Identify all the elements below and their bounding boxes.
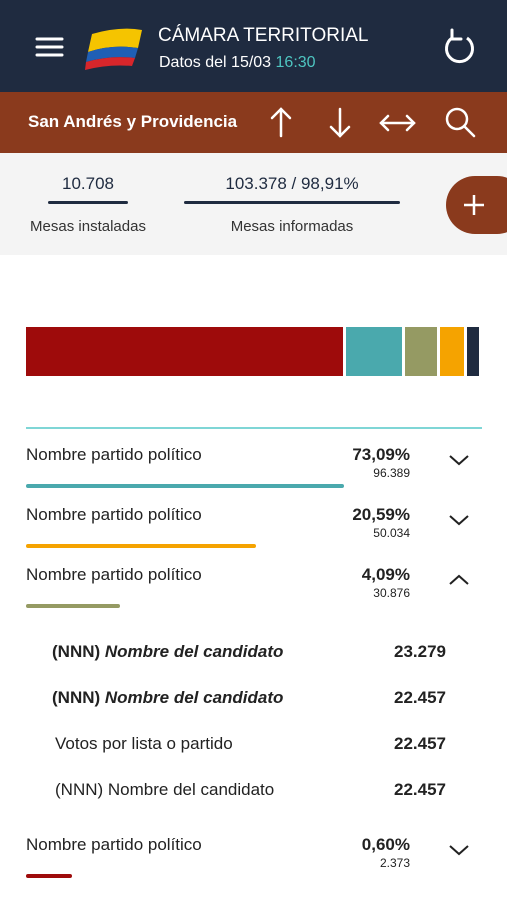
candidate-name: (NNN) Nombre del candidato	[55, 780, 274, 800]
candidate-label: Nombre del candidato	[104, 642, 284, 661]
party-percent: 0,60%	[361, 835, 410, 854]
bar-segment	[346, 327, 402, 376]
candidate-label: Votos por lista o partido	[55, 734, 233, 753]
candidate-votes: 22.457	[394, 734, 446, 753]
candidate-votes: 23.279	[394, 642, 446, 661]
party-underline	[26, 604, 120, 608]
bar-segment	[440, 327, 464, 376]
header-icons	[35, 28, 474, 70]
refresh-icon[interactable]	[445, 28, 474, 64]
bar-segment	[405, 327, 437, 376]
party-underline	[26, 874, 72, 878]
plus-icon	[464, 195, 484, 215]
party-underline	[26, 544, 256, 548]
expand-chevron[interactable]	[447, 453, 471, 467]
party-percent: 20,59%	[352, 505, 410, 524]
location-bar: San Andrés y Providencia	[0, 92, 507, 153]
flag-logo	[85, 28, 142, 70]
party-votes: 96.389	[373, 466, 410, 480]
menu-icon[interactable]	[35, 37, 64, 57]
candidate-code: (NNN)	[52, 642, 101, 661]
add-button[interactable]	[446, 176, 507, 234]
stat-underline	[184, 201, 400, 204]
stats-panel: 10.708 Mesas instaladas 103.378 / 98,91% Me…	[0, 153, 507, 255]
party-votes: 50.034	[373, 526, 410, 540]
expand-chevron[interactable]	[447, 843, 471, 857]
candidate-name: Votos por lista o partido	[55, 734, 233, 754]
candidate-code: (NNN)	[52, 688, 101, 707]
candidate-name: (NNN) Nombre del candidato	[52, 642, 283, 662]
time-label: 16:30	[275, 54, 316, 71]
search-icon[interactable]	[445, 107, 476, 138]
party-percent: 73,09%	[352, 445, 410, 464]
stat-label: Mesas instaladas	[30, 218, 146, 235]
party-underline	[26, 484, 344, 488]
party-name[interactable]: Nombre partido político	[26, 565, 202, 584]
stat-value: 103.378 / 98,91%	[225, 174, 359, 193]
expand-arrow[interactable]	[379, 114, 416, 132]
candidate-label: Nombre del candidato	[107, 780, 275, 799]
divider	[26, 427, 482, 429]
collapse-chevron[interactable]	[447, 573, 471, 587]
party-name[interactable]: Nombre partido político	[26, 835, 202, 854]
candidate-name: (NNN) Nombre del candidato	[52, 688, 283, 708]
location-icons	[270, 107, 476, 138]
app-title: CÁMARA TERRITORIAL	[158, 25, 369, 46]
stat-value: 10.708	[62, 174, 114, 193]
party-votes: 30.876	[373, 586, 410, 600]
candidate-votes: 22.457	[394, 688, 446, 707]
location-name: San Andrés y Providencia	[28, 112, 238, 131]
party-name[interactable]: Nombre partido político	[26, 505, 202, 524]
date-label: Datos del 15/03	[159, 54, 272, 71]
candidate-label: Nombre del candidato	[104, 688, 284, 707]
party-name[interactable]: Nombre partido político	[26, 445, 202, 464]
stat-underline	[48, 201, 128, 204]
date-info: Datos del 15/03 16:30	[159, 54, 316, 72]
results-bar	[26, 327, 482, 376]
candidate-votes: 22.457	[394, 780, 446, 799]
expand-chevron[interactable]	[447, 513, 471, 527]
bar-segment	[26, 327, 343, 376]
down-arrow[interactable]	[329, 107, 351, 138]
stat-label: Mesas informadas	[230, 218, 354, 235]
candidate-code: (NNN)	[55, 780, 104, 799]
bar-segment	[467, 327, 479, 376]
party-percent: 4,09%	[361, 565, 410, 584]
party-votes: 2.373	[379, 856, 410, 870]
app-header: CÁMARA TERRITORIAL Datos del 15/03 16:30	[0, 0, 507, 92]
up-arrow[interactable]	[270, 107, 292, 138]
